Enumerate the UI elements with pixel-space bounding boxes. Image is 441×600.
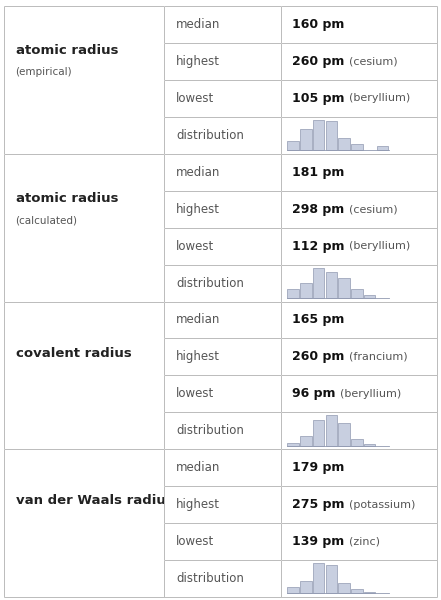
Text: atomic radius: atomic radius: [15, 191, 118, 205]
Text: median: median: [176, 461, 220, 474]
Text: 105 pm: 105 pm: [292, 92, 344, 105]
Text: 160 pm: 160 pm: [292, 18, 344, 31]
Bar: [313, 120, 325, 150]
Bar: [300, 581, 312, 593]
Bar: [338, 278, 350, 298]
Text: (beryllium): (beryllium): [349, 241, 411, 251]
Text: (potassium): (potassium): [349, 500, 415, 509]
Text: distribution: distribution: [176, 129, 244, 142]
Text: median: median: [176, 166, 220, 179]
Bar: [377, 146, 388, 150]
Bar: [287, 587, 299, 593]
Text: median: median: [176, 313, 220, 326]
Text: 275 pm: 275 pm: [292, 498, 344, 511]
Bar: [313, 268, 325, 298]
Bar: [325, 565, 337, 593]
Text: 96 pm: 96 pm: [292, 388, 336, 400]
Bar: [325, 415, 337, 446]
Text: highest: highest: [176, 203, 220, 215]
Bar: [364, 592, 375, 593]
Text: (beryllium): (beryllium): [340, 389, 401, 399]
Bar: [338, 423, 350, 446]
Bar: [364, 295, 375, 298]
Bar: [300, 283, 312, 298]
Text: (cesium): (cesium): [349, 56, 398, 67]
Text: median: median: [176, 18, 220, 31]
Bar: [325, 272, 337, 298]
Bar: [351, 144, 363, 150]
Bar: [313, 420, 325, 446]
Text: (empirical): (empirical): [15, 67, 72, 77]
Text: 179 pm: 179 pm: [292, 461, 344, 474]
Text: 139 pm: 139 pm: [292, 535, 344, 548]
Bar: [338, 138, 350, 150]
Text: distribution: distribution: [176, 277, 244, 290]
Bar: [287, 141, 299, 150]
Text: highest: highest: [176, 55, 220, 68]
Text: 260 pm: 260 pm: [292, 350, 344, 364]
Bar: [351, 439, 363, 446]
Text: distribution: distribution: [176, 572, 244, 585]
Text: highest: highest: [176, 498, 220, 511]
Text: (cesium): (cesium): [349, 204, 398, 214]
Text: 112 pm: 112 pm: [292, 239, 344, 253]
Text: atomic radius: atomic radius: [15, 44, 118, 57]
Bar: [364, 444, 375, 446]
Text: (beryllium): (beryllium): [349, 94, 411, 103]
Bar: [351, 589, 363, 593]
Text: lowest: lowest: [176, 239, 214, 253]
Bar: [300, 129, 312, 150]
Bar: [287, 443, 299, 446]
Text: lowest: lowest: [176, 535, 214, 548]
Text: 165 pm: 165 pm: [292, 313, 344, 326]
Text: (calculated): (calculated): [15, 215, 78, 225]
Bar: [325, 121, 337, 150]
Text: (zinc): (zinc): [349, 536, 380, 547]
Text: highest: highest: [176, 350, 220, 364]
Text: 181 pm: 181 pm: [292, 166, 344, 179]
Text: lowest: lowest: [176, 92, 214, 105]
Text: 260 pm: 260 pm: [292, 55, 344, 68]
Bar: [338, 583, 350, 593]
Text: (francium): (francium): [349, 352, 408, 362]
Text: covalent radius: covalent radius: [15, 347, 131, 360]
Text: distribution: distribution: [176, 424, 244, 437]
Text: lowest: lowest: [176, 388, 214, 400]
Bar: [287, 289, 299, 298]
Text: 298 pm: 298 pm: [292, 203, 344, 215]
Bar: [351, 289, 363, 298]
Text: van der Waals radius: van der Waals radius: [15, 494, 173, 508]
Bar: [313, 563, 325, 593]
Bar: [300, 436, 312, 446]
